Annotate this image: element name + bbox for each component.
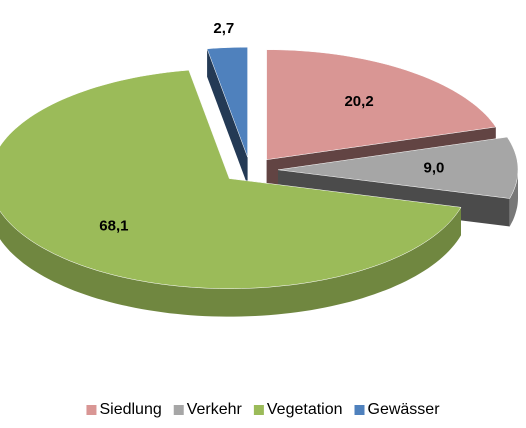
slice-top [0, 69, 462, 289]
legend-item: Verkehr [173, 401, 243, 418]
legend-swatch [86, 405, 97, 415]
legend: Siedlung Verkehr Vegetation Gewässer [86, 401, 440, 418]
pie-slice [206, 46, 248, 186]
slice-top [206, 46, 248, 158]
legend-label: Verkehr [187, 401, 243, 418]
legend-item: Gewässer [354, 401, 441, 418]
slice-wall [0, 207, 461, 317]
data-label: 9,0 [424, 159, 445, 176]
legend-swatch [354, 405, 365, 415]
legend-label: Vegetation [267, 401, 343, 418]
legend-item: Vegetation [253, 401, 343, 418]
data-label: 2,7 [213, 20, 234, 37]
legend-label: Gewässer [368, 401, 441, 418]
data-label: 20,2 [344, 93, 373, 110]
legend-swatch [173, 405, 184, 415]
slice-top [277, 136, 519, 199]
slice-top [266, 49, 497, 160]
data-label: 68,1 [99, 218, 128, 235]
legend-item: Siedlung [86, 401, 162, 418]
pie-slice [0, 69, 462, 317]
slice-side [207, 48, 248, 186]
legend-label: Siedlung [99, 401, 161, 418]
legend-swatch [253, 405, 264, 415]
